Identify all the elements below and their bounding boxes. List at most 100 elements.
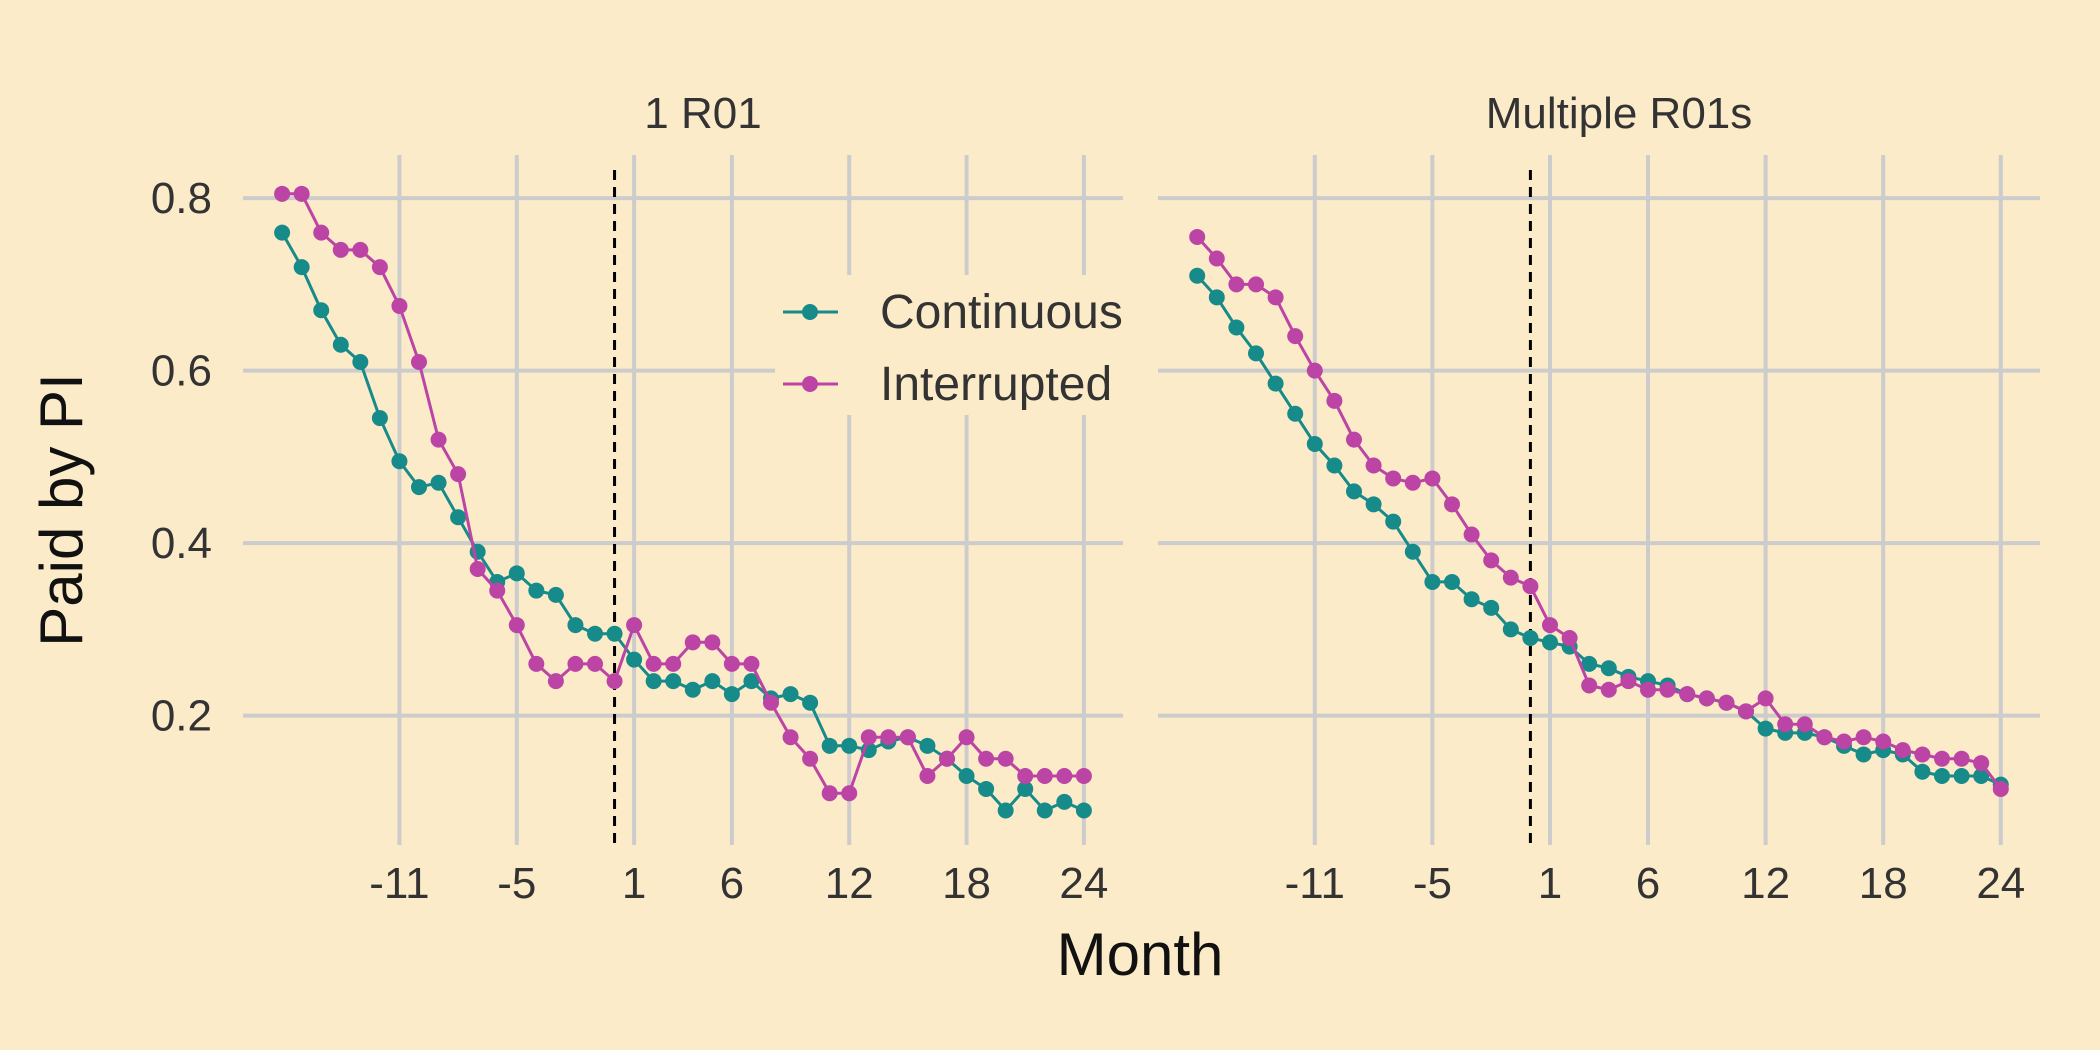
legend-label: Continuous: [880, 286, 1123, 339]
data-point-interrupted: [313, 224, 330, 241]
data-point-continuous: [567, 617, 584, 634]
data-point-continuous: [411, 479, 427, 496]
data-point-interrupted: [1463, 526, 1480, 543]
data-point-continuous: [1522, 630, 1539, 646]
data-point-continuous: [430, 474, 447, 491]
facet-title: Multiple R01s: [1486, 89, 1753, 138]
x-tick-label: 1: [622, 859, 646, 908]
data-point-interrupted: [919, 768, 936, 784]
data-point-interrupted: [1992, 780, 2009, 797]
x-tick-label: 18: [1859, 859, 1908, 908]
data-point-continuous: [1404, 543, 1421, 560]
legend-key-marker: [802, 376, 818, 392]
data-point-interrupted: [1346, 431, 1362, 448]
data-point-interrupted: [939, 750, 955, 767]
data-point-continuous: [371, 410, 388, 427]
x-tick-label: -5: [1413, 859, 1452, 908]
data-point-continuous: [1326, 457, 1343, 474]
data-point-interrupted: [1855, 729, 1872, 746]
data-point-interrupted: [645, 655, 662, 672]
data-point-interrupted: [1659, 681, 1676, 698]
data-point-continuous: [1463, 591, 1480, 608]
legend-key-marker: [802, 304, 818, 320]
data-point-interrupted: [508, 617, 525, 634]
data-point-interrupted: [1017, 768, 1034, 784]
data-point-interrupted: [1075, 768, 1092, 784]
data-point-continuous: [1600, 660, 1617, 677]
data-point-continuous: [1228, 319, 1245, 336]
data-point-interrupted: [587, 655, 603, 672]
data-point-continuous: [1424, 573, 1441, 590]
x-tick-label: 12: [1741, 859, 1790, 908]
data-point-interrupted: [821, 785, 838, 802]
data-point-interrupted: [1953, 750, 1970, 767]
data-point-continuous: [293, 259, 310, 276]
data-point-continuous: [1444, 573, 1460, 590]
data-point-interrupted: [1522, 578, 1539, 595]
data-point-continuous: [606, 625, 623, 642]
data-point-interrupted: [1444, 496, 1460, 513]
data-point-interrupted: [1796, 716, 1813, 733]
data-point-interrupted: [782, 729, 799, 746]
panel-1: 1 R01 -11 -5 1 6 12 18 24 0.2 0.4 0.6 0.8: [151, 89, 1123, 908]
x-tick-label: -5: [497, 859, 536, 908]
data-point-continuous: [1287, 405, 1304, 422]
data-point-continuous: [802, 694, 819, 711]
panels-group: 1 R01 -11 -5 1 6 12 18 24 0.2 0.4 0.6 0.8 Multiple R…: [151, 89, 2040, 908]
data-point-continuous: [1365, 496, 1382, 513]
data-point-continuous: [1075, 802, 1092, 819]
data-point-interrupted: [450, 466, 467, 483]
data-point-interrupted: [1267, 289, 1284, 306]
data-point-continuous: [841, 737, 858, 754]
data-point-interrupted: [411, 354, 427, 370]
x-tick-label: 18: [942, 859, 991, 908]
data-point-interrupted: [1836, 733, 1852, 750]
data-point-interrupted: [723, 655, 740, 672]
data-point-interrupted: [880, 729, 897, 746]
data-point-interrupted: [684, 634, 701, 651]
data-point-continuous: [1248, 345, 1264, 362]
data-point-interrupted: [528, 655, 545, 672]
data-point-continuous: [1267, 375, 1284, 392]
data-point-interrupted: [1404, 474, 1421, 491]
data-point-interrupted: [1875, 733, 1892, 750]
data-point-continuous: [450, 509, 467, 526]
data-point-continuous: [997, 802, 1014, 819]
data-point-continuous: [645, 673, 662, 690]
data-point-continuous: [1346, 483, 1362, 500]
x-tick-label: -11: [369, 859, 429, 908]
data-point-interrupted: [1894, 742, 1911, 759]
data-point-continuous: [1385, 513, 1402, 530]
data-point-continuous: [332, 336, 349, 353]
data-point-interrupted: [1036, 768, 1053, 784]
x-tick-label: 12: [825, 859, 874, 908]
data-point-continuous: [665, 673, 682, 690]
data-point-interrupted: [606, 673, 623, 690]
data-point-interrupted: [352, 241, 369, 258]
y-tick-label: 0.4: [151, 519, 212, 568]
data-point-interrupted: [1326, 392, 1343, 409]
data-point-interrupted: [626, 617, 643, 634]
data-point-continuous: [547, 586, 564, 603]
data-point-continuous: [1483, 599, 1500, 616]
x-tick-label: 24: [1059, 859, 1108, 908]
data-point-interrupted: [1581, 677, 1598, 694]
data-point-interrupted: [1640, 681, 1656, 698]
data-point-continuous: [1208, 289, 1225, 306]
data-point-continuous: [1017, 780, 1034, 797]
y-tick-label: 0.2: [151, 692, 212, 741]
data-point-interrupted: [958, 729, 975, 746]
data-point-interrupted: [1056, 768, 1073, 784]
legend: Continuous Interrupted: [775, 275, 1135, 415]
data-point-continuous: [274, 224, 291, 241]
data-point-continuous: [1542, 634, 1558, 651]
y-tick-label: 0.6: [151, 347, 212, 396]
data-point-interrupted: [1385, 470, 1402, 487]
data-point-continuous: [313, 302, 330, 319]
data-point-interrupted: [665, 655, 682, 672]
data-point-interrupted: [274, 185, 291, 202]
data-point-interrupted: [1502, 569, 1519, 586]
data-point-interrupted: [1542, 617, 1558, 634]
data-point-interrupted: [1189, 228, 1206, 245]
